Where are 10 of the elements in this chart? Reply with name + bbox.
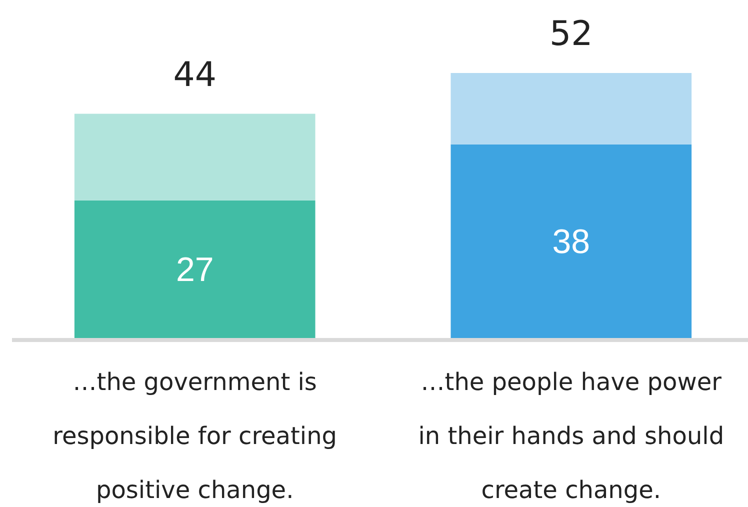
data-label: 27: [176, 251, 214, 290]
bar: [74, 114, 316, 200]
x-tick-label: …the people have power in their hands and should create change.: [418, 368, 724, 504]
bar: [450, 144, 692, 338]
total-label: 44: [173, 54, 216, 95]
bar: [450, 73, 692, 144]
total-label: 52: [550, 14, 593, 54]
bar: [74, 200, 316, 338]
x-tick-label: …the government is responsible for creating positive change.: [52, 368, 338, 504]
data-label: 38: [552, 223, 590, 262]
